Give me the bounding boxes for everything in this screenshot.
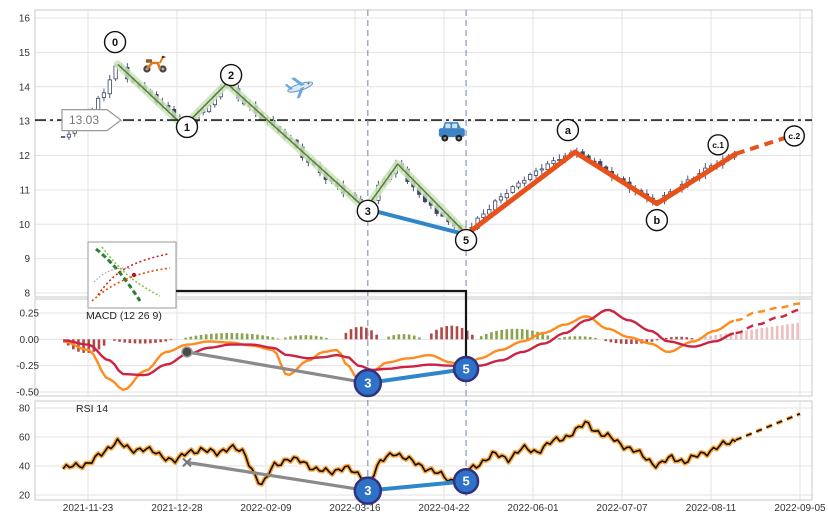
date-tick-label: 2022-09-05	[774, 503, 826, 514]
rsi-tick-label: 80	[19, 404, 31, 415]
date-tick-label: 2022-06-01	[507, 503, 559, 514]
macd-tick-label: 0.00	[20, 335, 40, 346]
date-tick-label: 2022-08-11	[686, 503, 737, 514]
svg-text:5: 5	[462, 474, 469, 489]
inset-green-curve	[95, 247, 142, 302]
wave-labels: 0 1 2 3 5 a b c.1 c.2	[103, 30, 806, 252]
indicator-marker-3[interactable]	[353, 368, 383, 398]
date-tick-label: 2022-07-07	[596, 503, 648, 514]
candlesticks	[60, 63, 737, 237]
rsi-panel-content	[61, 411, 801, 493]
macd-tick-label: -0.50	[16, 387, 39, 398]
svg-text:a: a	[565, 125, 572, 137]
svg-text:1: 1	[184, 122, 190, 134]
date-tick-label: 2021-12-28	[151, 503, 203, 514]
inset-cross-point	[131, 272, 137, 278]
rsi-tick-label: 40	[19, 462, 31, 473]
svg-text:5: 5	[463, 235, 469, 247]
wave-label-5[interactable]	[454, 228, 478, 252]
macd-tick-label: -0.25	[16, 361, 39, 372]
price-tick-label: 9	[24, 254, 30, 265]
date-tick-label: 2022-03-16	[329, 503, 381, 514]
rsi-title: RSI 14	[76, 403, 108, 415]
indicator-marker-3[interactable]	[353, 476, 383, 505]
price-tick-label: 16	[19, 14, 31, 25]
svg-text:5: 5	[462, 362, 469, 377]
indicator-markers: 3 5 3 5	[353, 355, 480, 505]
price-tick-label: 14	[19, 82, 31, 93]
price-tick-label: 10	[19, 220, 31, 231]
vertical-guide-lines	[367, 10, 467, 500]
svg-text:3: 3	[364, 483, 371, 498]
airplane-icon	[284, 77, 314, 99]
price-tick-label: 12	[19, 151, 31, 162]
indicator-marker-5[interactable]	[452, 467, 480, 495]
macd-title: MACD (12 26 9)	[86, 310, 162, 322]
axis-labels: 16151413121110980.250.00-0.25-0.50806040…	[16, 14, 826, 515]
inset-lightgreen-curve	[101, 246, 161, 297]
price-level-label: 13.03	[69, 113, 99, 127]
inset-connector-line	[176, 289, 468, 357]
indicator-marker-5[interactable]	[452, 355, 480, 383]
svg-text:3: 3	[364, 376, 371, 391]
wave-label-c.2[interactable]	[783, 125, 806, 147]
wave-label-0[interactable]	[103, 30, 127, 54]
svg-text:2: 2	[228, 70, 234, 82]
wave-overlay-lines	[113, 60, 798, 238]
wave-label-b[interactable]	[645, 208, 669, 232]
macd-tick-label: 0.25	[20, 309, 40, 320]
date-tick-label: 2022-04-22	[418, 503, 470, 514]
date-tick-label: 2021-11-23	[63, 503, 114, 514]
price-tick-label: 11	[20, 185, 31, 196]
svg-text:b: b	[654, 215, 661, 227]
wave-label-2[interactable]	[219, 63, 243, 87]
scooter-icon	[143, 55, 167, 73]
svg-text:c.1: c.1	[712, 140, 724, 150]
price-tick-label: 13	[19, 117, 31, 128]
inset-red-curve	[97, 253, 169, 296]
wave-label-a[interactable]	[556, 118, 580, 142]
rsi-tick-label: 20	[19, 491, 31, 502]
inset-gray-curve	[93, 267, 133, 283]
price-tick-label: 15	[19, 48, 31, 59]
price-tick-label: 8	[24, 289, 30, 300]
car-icon	[438, 122, 465, 142]
macd-panel-content	[62, 302, 801, 391]
price-level-line: 13.03	[35, 108, 812, 132]
macd-inset-thumbnail[interactable]	[87, 241, 177, 309]
rsi-tick-label: 60	[19, 433, 31, 444]
panel-borders	[34, 9, 813, 501]
svg-text:3: 3	[365, 206, 371, 218]
wave-label-3[interactable]	[356, 199, 380, 223]
svg-text:0: 0	[112, 37, 118, 49]
price-level-tag	[61, 108, 122, 132]
svg-text:c.2: c.2	[788, 131, 800, 141]
wave-label-1[interactable]	[175, 115, 199, 139]
date-tick-label: 2022-02-09	[240, 503, 292, 514]
wave-label-c.1[interactable]	[707, 134, 729, 156]
